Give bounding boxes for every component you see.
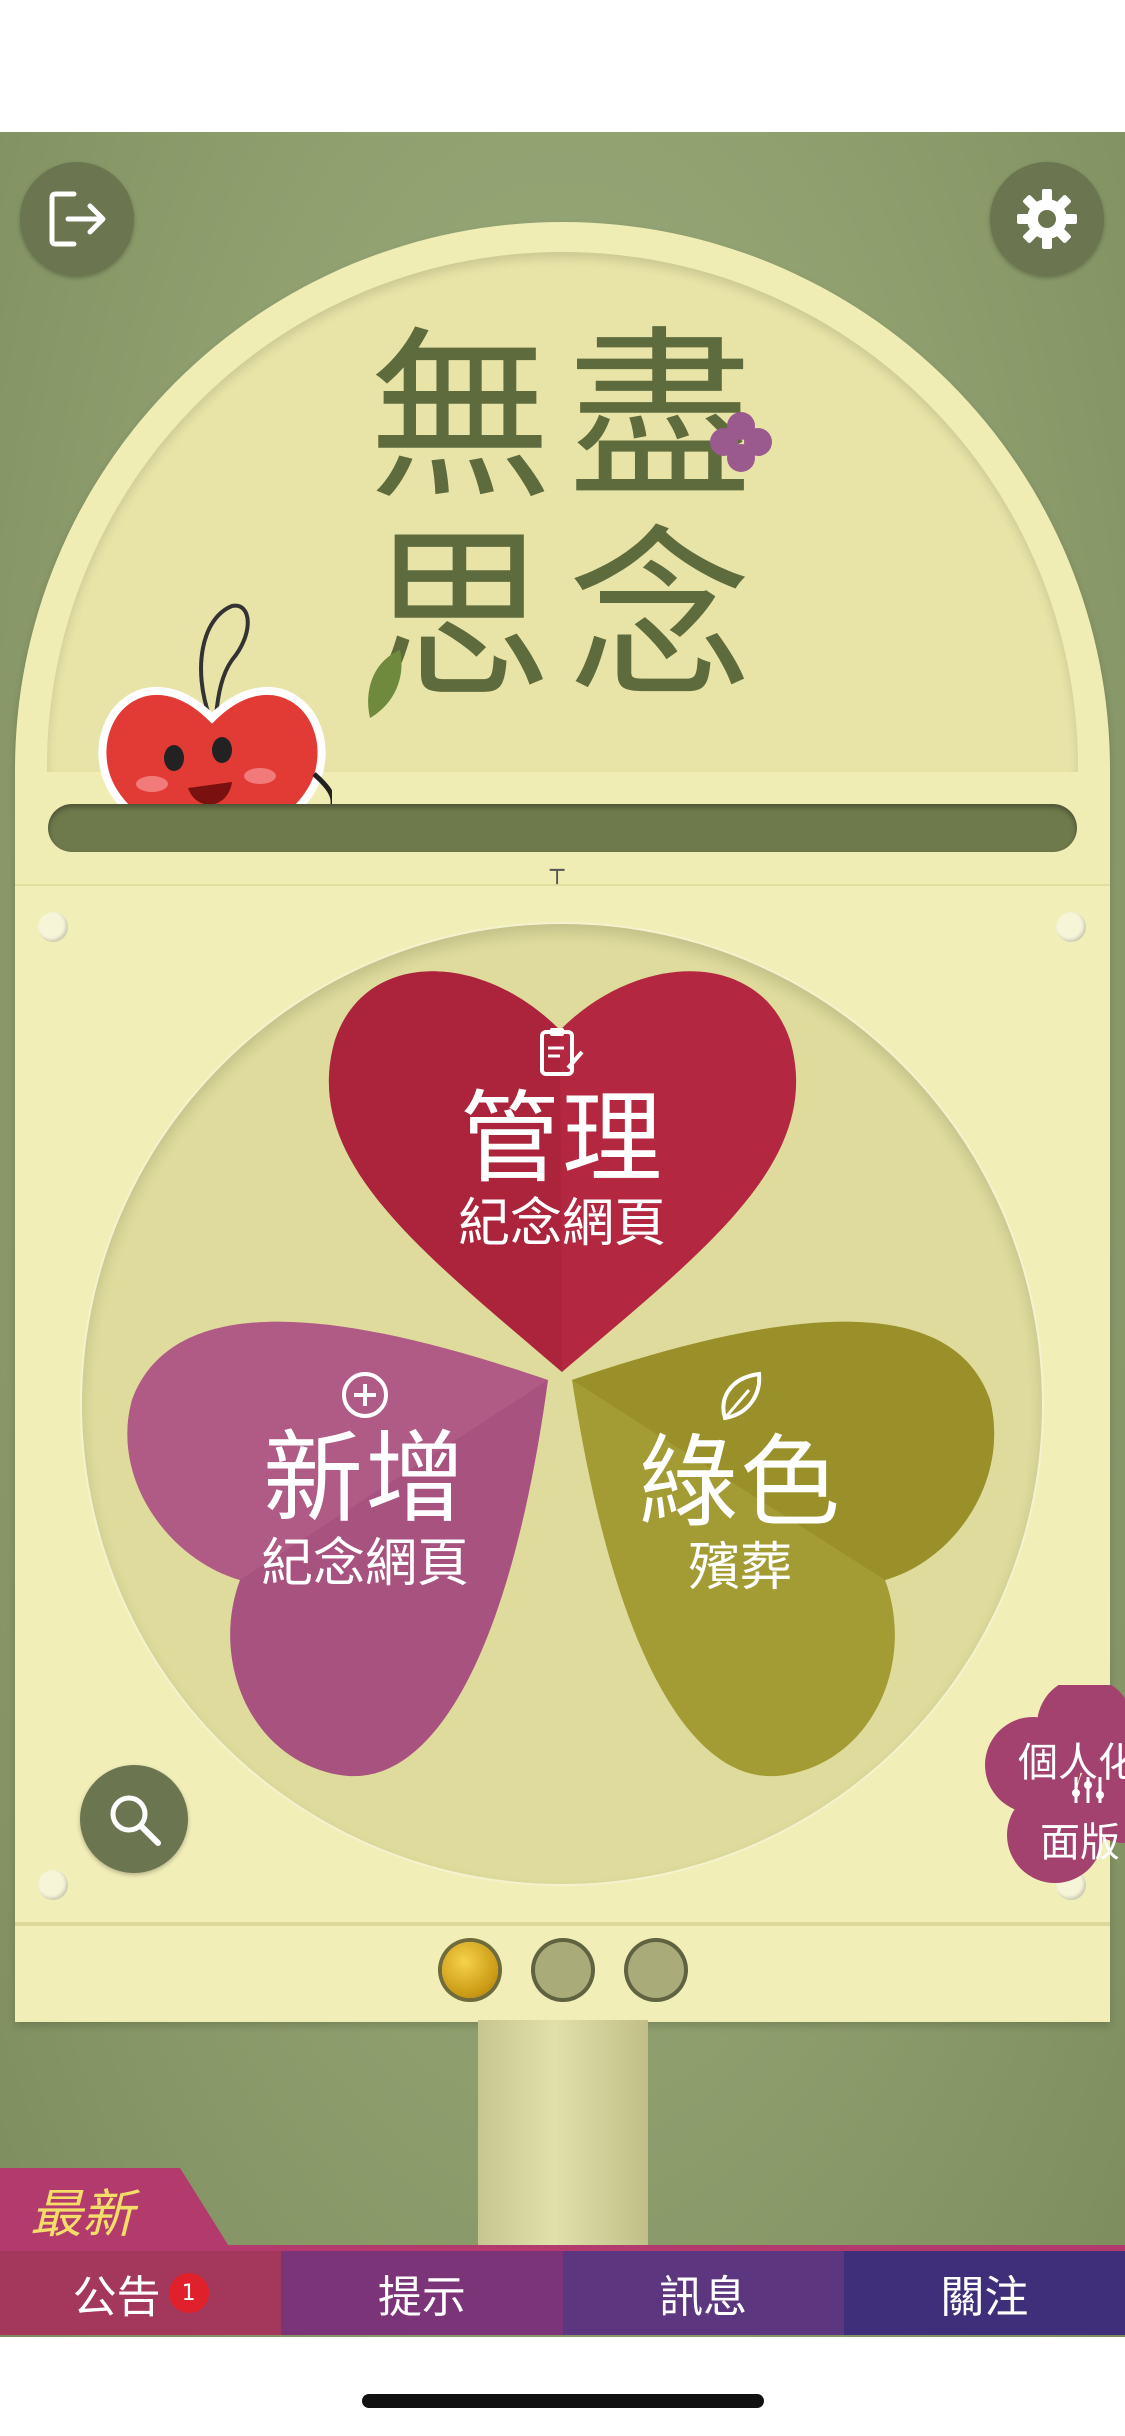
unread-badge: 1 <box>168 2273 209 2313</box>
title-char: 無 <box>367 311 552 525</box>
tab-announcements-label: 公告 <box>72 2272 161 2323</box>
tab-announcements[interactable]: 公告 1 <box>0 2251 282 2335</box>
add-title: 新增 <box>263 1420 467 1537</box>
rivet <box>38 912 68 942</box>
green-heart[interactable] <box>572 1321 995 1777</box>
news-label: 最新 <box>30 2185 135 2245</box>
slot-bar <box>48 804 1077 852</box>
manage-title: 管理 <box>460 1080 664 1197</box>
manage-heart[interactable] <box>328 971 797 1372</box>
rivet <box>38 1870 68 1900</box>
personal-panel-label-1: 個人化 <box>1018 1740 1125 1786</box>
rivet <box>1056 912 1086 942</box>
tab-follow[interactable]: 關注 <box>843 2251 1125 2335</box>
tab-messages-label: 訊息 <box>659 2272 748 2323</box>
green-title: 綠色 <box>638 1424 842 1541</box>
leaf-icon <box>721 1371 762 1421</box>
personal-panel-label-2: 面版 <box>1040 1820 1120 1866</box>
app-title: 無 盡 思 念 <box>360 318 780 738</box>
logout-button[interactable] <box>20 162 134 276</box>
green-subtitle: 殯葬 <box>687 1538 792 1598</box>
tab-follow-label: 關注 <box>940 2272 1029 2323</box>
clover-flower-icon <box>710 412 772 472</box>
title-char: 念 <box>567 511 752 725</box>
add-menu-button[interactable]: 新增 紀念網頁 <box>230 1370 500 1594</box>
logout-icon <box>49 191 106 247</box>
title-char: 思 <box>367 511 552 725</box>
tab-messages[interactable]: 訊息 <box>562 2251 844 2335</box>
tab-tips-label: 提示 <box>377 2272 466 2323</box>
status-bar <box>0 0 1125 132</box>
divider <box>15 1922 1110 1926</box>
news-label-tab <box>0 2168 230 2248</box>
tab-tips[interactable]: 提示 <box>281 2251 563 2335</box>
title-char: 盡 <box>567 311 752 525</box>
news-tab-bar: 公告 1 提示 訊息 關注 <box>0 2245 1125 2335</box>
divider-mark: ┬ <box>550 856 565 884</box>
leaf-icon <box>368 650 402 718</box>
manage-subtitle: 紀念網頁 <box>457 1194 666 1254</box>
add-subtitle: 紀念網頁 <box>260 1534 469 1594</box>
sliders-icon <box>1072 1777 1104 1803</box>
search-button[interactable] <box>80 1765 188 1873</box>
add-heart[interactable] <box>127 1321 549 1777</box>
home-indicator[interactable] <box>362 2394 764 2408</box>
manage-menu-button[interactable]: 管理 紀念網頁 <box>430 1026 694 1254</box>
page-dot[interactable] <box>535 1942 591 1998</box>
plus-circle-icon <box>342 1372 388 1418</box>
page-dot[interactable] <box>628 1942 684 1998</box>
title-line-1: 無 盡 <box>360 318 780 518</box>
title-line-2: 思 念 <box>360 518 780 718</box>
page-dot-active[interactable] <box>442 1942 498 1998</box>
sign-pole <box>478 2020 648 2245</box>
clipboard-edit-icon <box>540 1028 584 1076</box>
settings-button[interactable] <box>990 162 1104 276</box>
gear-icon <box>1017 189 1077 249</box>
search-icon <box>110 1795 161 1846</box>
green-menu-button[interactable]: 綠色 殯葬 <box>605 1370 875 1598</box>
